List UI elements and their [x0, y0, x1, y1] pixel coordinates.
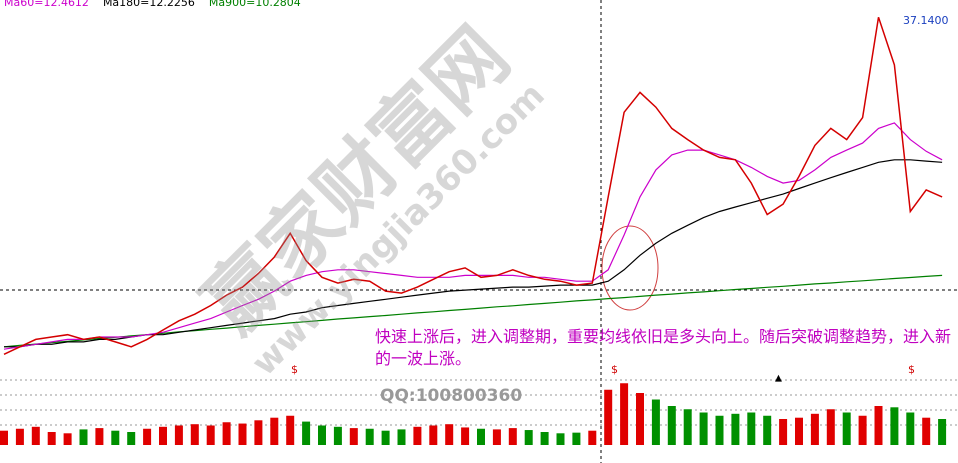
volume-bar [413, 426, 422, 445]
volume-bar [731, 413, 740, 445]
volume-bar [906, 412, 915, 445]
volume-bar [810, 413, 819, 445]
ma-line [3, 274, 943, 348]
ma-line [4, 159, 943, 348]
volume-bar [540, 432, 549, 445]
volume-bar [699, 412, 708, 445]
volume-bar [95, 428, 104, 445]
volume-bar [111, 430, 120, 445]
volume-bar [270, 417, 279, 445]
volume-bar [302, 421, 311, 445]
volume-bar [206, 425, 215, 445]
volume-bar [477, 428, 485, 445]
volume-bar [333, 426, 342, 445]
marker: ▲ [775, 374, 782, 384]
volume-bar [747, 412, 756, 445]
price-line [3, 16, 943, 355]
volume-bar [890, 407, 899, 445]
annotation: 快速上涨后，进入调整期，重要均线依旧是多头向上。随后突破调整趋势，进入新的一波上… [375, 327, 952, 368]
volume-bar [31, 426, 40, 445]
volume-bar [858, 415, 867, 445]
volume-bar [397, 429, 406, 445]
volume-bar [349, 428, 358, 445]
marker: $ [291, 363, 298, 376]
volume-bar [683, 409, 692, 445]
volume-bar [143, 428, 152, 445]
marks [0, 16, 947, 445]
volume-bar [159, 426, 167, 445]
volume-bar [667, 406, 676, 445]
volume-bar [763, 415, 772, 445]
volume-bar [222, 422, 231, 445]
volume-bar [429, 425, 438, 445]
volume-bar [381, 430, 390, 445]
volume-bar [938, 419, 947, 445]
volume-bar [63, 433, 72, 445]
legend-entry: Ma60=12.4612 [4, 0, 89, 9]
marker: $ [611, 363, 618, 376]
volume-bar [842, 412, 851, 445]
volume-bar [254, 420, 263, 445]
ma-line [3, 122, 943, 350]
volume-bar [524, 430, 533, 445]
volume-bar [0, 430, 8, 445]
volume-bar [127, 432, 136, 445]
high-label: 37.1400 [903, 14, 949, 27]
volume-bar [636, 393, 644, 445]
volume-bar [874, 406, 883, 445]
volume-bar [365, 428, 374, 445]
volume-bar [174, 425, 183, 445]
volume-bar [492, 429, 501, 445]
volume-bar [572, 432, 581, 445]
marker: $ [908, 363, 915, 376]
volume-bar [461, 427, 470, 445]
volume-bar [604, 389, 613, 445]
volume-bar [651, 399, 660, 445]
volume-bar [238, 423, 247, 445]
volume-bar [79, 429, 88, 445]
volume-bar [556, 433, 565, 445]
legend-entry: Ma180=12.2256 [103, 0, 195, 9]
volume-bar [826, 409, 835, 445]
volume-bar [588, 430, 597, 445]
volume-bar [715, 415, 724, 445]
volume-bar [779, 419, 788, 445]
volume-bar [445, 424, 454, 445]
volume-bar [190, 424, 199, 445]
highlight-ellipse [601, 225, 659, 311]
volume-bar [508, 428, 517, 445]
volume-bar [286, 415, 295, 445]
volume-bar [795, 417, 803, 445]
volume-bar [620, 383, 629, 445]
volume-bar [318, 425, 326, 445]
volume-bar [47, 432, 56, 445]
volume-bar [15, 428, 24, 445]
volume-bar [922, 417, 931, 445]
contact: QQ:100800360 [380, 386, 522, 406]
legend-entry: Ma900=10.2804 [209, 0, 301, 9]
